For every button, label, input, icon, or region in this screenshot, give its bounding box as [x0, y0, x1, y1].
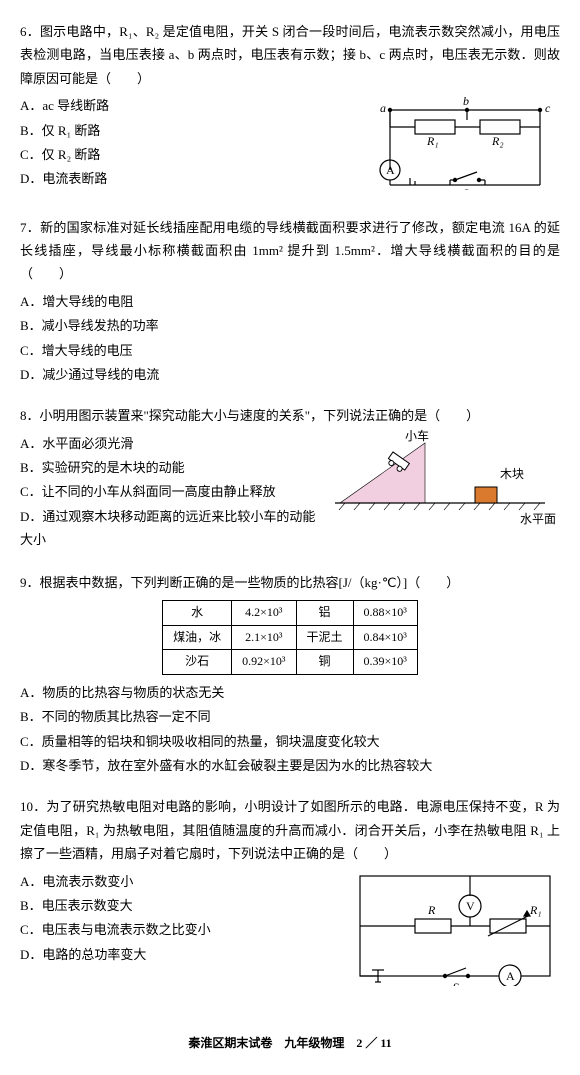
q9-opt-b: B．不同的物质其比热容一定不同 [20, 705, 560, 728]
page-footer: 秦淮区期末试卷 九年级物理 2 ／ 11 [20, 1033, 560, 1055]
q7-options: A．增大导线的电阻 B．减小导线发热的功率 C．增大导线的电压 D．减少通过导线… [20, 290, 560, 387]
question-10: 10．为了研究热敏电阻对电路的影响，小明设计了如图所示的电路．电源电压保持不变，… [20, 795, 560, 993]
table-row: 沙石 0.92×10³ 铜 0.39×10³ [163, 650, 418, 675]
q8-figure: 小车 木块 水平面 [335, 428, 560, 535]
label-R: R [427, 903, 436, 917]
cell: 0.39×10³ [353, 650, 417, 675]
label-V: V [466, 899, 475, 913]
q7-opt-b: B．减小导线发热的功率 [20, 314, 560, 337]
ramp-diagram: 小车 木块 水平面 [335, 428, 560, 528]
cell: 煤油，冰 [163, 625, 232, 650]
cell: 4.2×10³ [232, 601, 296, 626]
label-S: S [453, 980, 460, 986]
question-9: 9．根据表中数据，下列判断正确的是一些物质的比热容[J/（kg·℃）]（ ） 水… [20, 571, 560, 778]
circuit-q10: V R R₁ A S [350, 866, 560, 986]
label-r2: R₂ [491, 134, 504, 148]
label-c: c [545, 101, 551, 115]
q7-opt-a: A．增大导线的电阻 [20, 290, 560, 313]
circuit-q6: a b c R₁ R₂ S A [355, 90, 560, 190]
q9-opt-a: A．物质的比热容与物质的状态无关 [20, 681, 560, 704]
q9-text: 9．根据表中数据，下列判断正确的是一些物质的比热容[J/（kg·℃）]（ ） [20, 571, 560, 594]
label-b: b [463, 94, 469, 108]
label-A: A [386, 163, 395, 177]
cell: 干泥土 [296, 625, 353, 650]
label-cart: 小车 [405, 428, 429, 443]
table-row: 煤油，冰 2.1×10³ 干泥土 0.84×10³ [163, 625, 418, 650]
cell: 沙石 [163, 650, 232, 675]
label-a: a [380, 101, 386, 115]
question-7: 7．新的国家标准对延长线插座配用电缆的导线横截面积要求进行了修改，额定电流 16… [20, 216, 560, 387]
label-A: A [506, 969, 515, 983]
cell: 铜 [296, 650, 353, 675]
cell: 铝 [296, 601, 353, 626]
table-row: 水 4.2×10³ 铝 0.88×10³ [163, 601, 418, 626]
q9-table: 水 4.2×10³ 铝 0.88×10³ 煤油，冰 2.1×10³ 干泥土 0.… [162, 600, 418, 675]
q9-opt-c: C．质量相等的铝块和铜块吸收相同的热量，铜块温度变化较大 [20, 730, 560, 753]
cell: 0.88×10³ [353, 601, 417, 626]
q6-figure: a b c R₁ R₂ S A [355, 90, 560, 197]
q8-text: 8．小明用图示装置来"探究动能大小与速度的关系"，下列说法正确的是（ ） [20, 404, 560, 427]
question-8: 8．小明用图示装置来"探究动能大小与速度的关系"，下列说法正确的是（ ） [20, 404, 560, 552]
cell: 0.92×10³ [232, 650, 296, 675]
q10-figure: V R R₁ A S [350, 866, 560, 993]
q9-opt-d: D．寒冬季节，放在室外盛有水的水缸会破裂主要是因为水的比热容较大 [20, 754, 560, 777]
page: 6．图示电路中，R₁、R₂ 是定值电阻，开关 S 闭合一段时间后，电流表示数突然… [0, 0, 580, 1075]
label-R1: R₁ [529, 903, 542, 917]
label-r1: R₁ [426, 134, 439, 148]
q7-opt-d: D．减少通过导线的电流 [20, 363, 560, 386]
cell: 0.84×10³ [353, 625, 417, 650]
q9-options: A．物质的比热容与物质的状态无关 B．不同的物质其比热容一定不同 C．质量相等的… [20, 681, 560, 778]
cell: 2.1×10³ [232, 625, 296, 650]
label-surface: 水平面 [520, 512, 556, 526]
q7-opt-c: C．增大导线的电压 [20, 339, 560, 362]
cell: 水 [163, 601, 232, 626]
question-6: 6．图示电路中，R₁、R₂ 是定值电阻，开关 S 闭合一段时间后，电流表示数突然… [20, 20, 560, 198]
q7-text: 7．新的国家标准对延长线插座配用电缆的导线横截面积要求进行了修改，额定电流 16… [20, 216, 560, 286]
q10-text: 10．为了研究热敏电阻对电路的影响，小明设计了如图所示的电路．电源电压保持不变，… [20, 795, 560, 865]
label-block: 木块 [500, 467, 524, 481]
label-s: S [463, 186, 470, 190]
q6-text: 6．图示电路中，R₁、R₂ 是定值电阻，开关 S 闭合一段时间后，电流表示数突然… [20, 20, 560, 90]
